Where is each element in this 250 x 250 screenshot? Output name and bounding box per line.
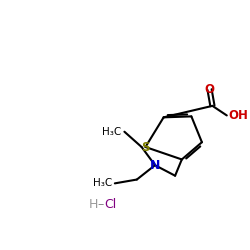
Text: Cl: Cl	[104, 198, 116, 211]
Text: S: S	[141, 140, 150, 153]
Text: H: H	[89, 198, 99, 211]
Text: –: –	[97, 198, 103, 211]
Text: OH: OH	[229, 109, 248, 122]
Text: O: O	[204, 83, 214, 96]
Text: H₃C: H₃C	[93, 178, 112, 188]
Text: H₃C: H₃C	[102, 127, 122, 137]
Text: N: N	[150, 159, 160, 172]
